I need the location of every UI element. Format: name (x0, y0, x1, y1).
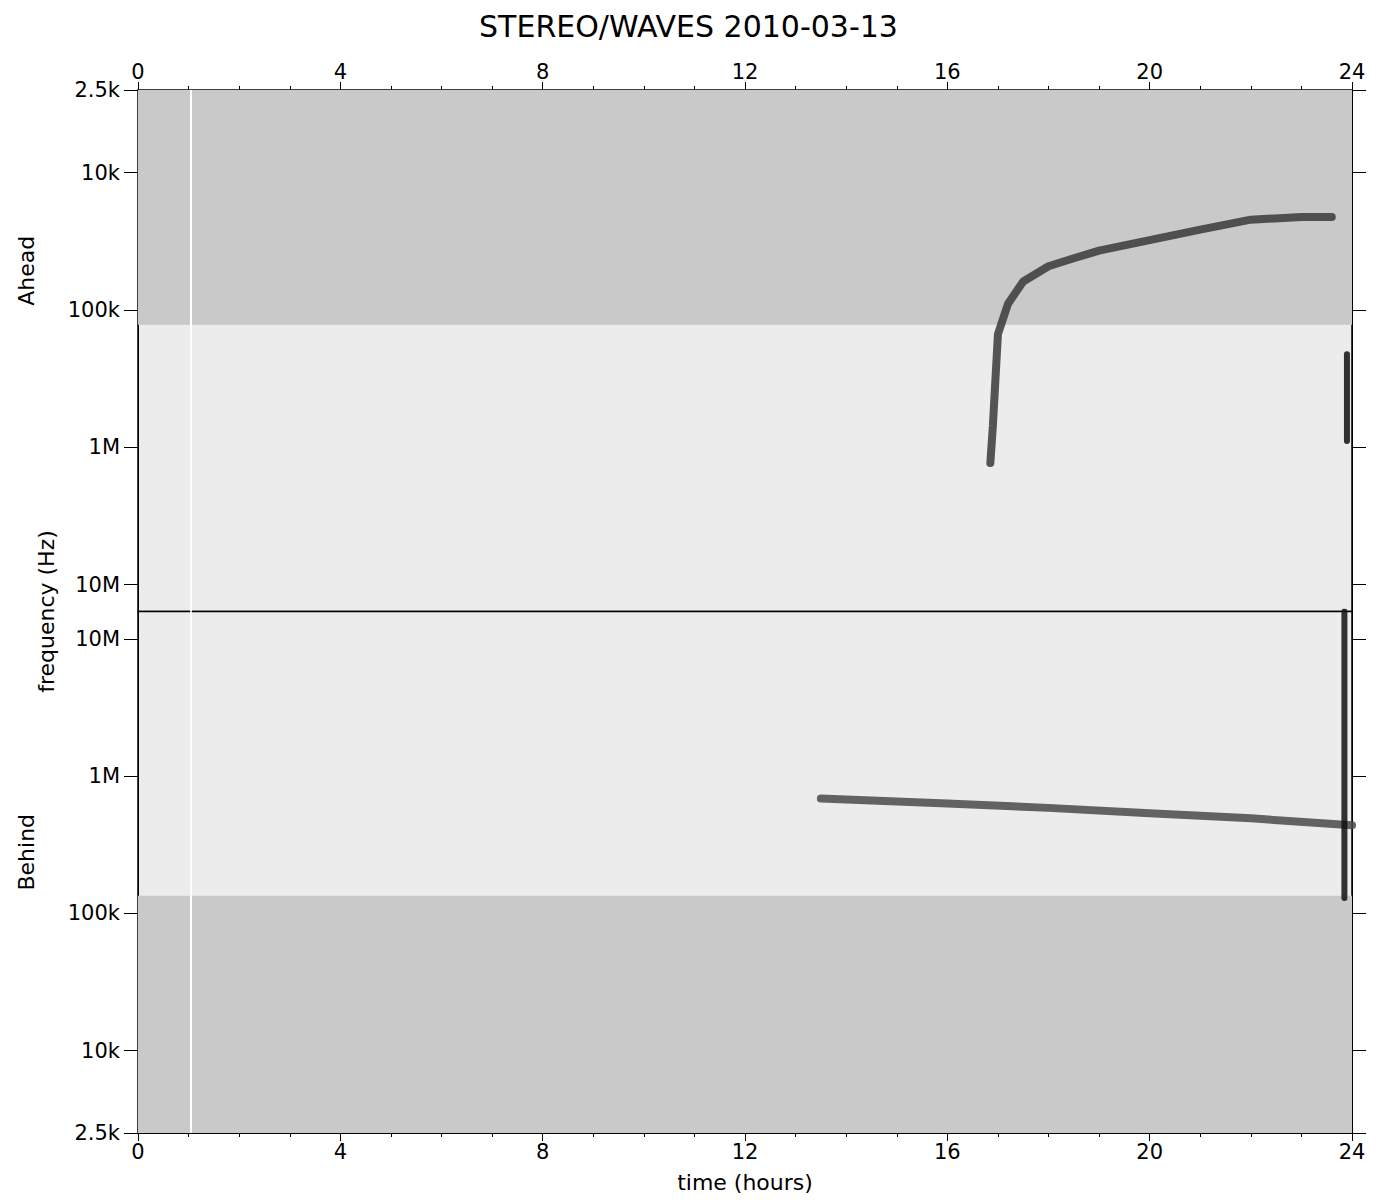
svg-text:frequency (Hz): frequency (Hz) (34, 530, 59, 693)
svg-text:8: 8 (536, 60, 549, 84)
svg-text:time (hours): time (hours) (677, 1170, 813, 1195)
svg-text:12: 12 (732, 60, 759, 84)
svg-text:24: 24 (1339, 1140, 1366, 1164)
svg-text:4: 4 (334, 1140, 347, 1164)
svg-text:16: 16 (934, 1140, 961, 1164)
svg-text:0: 0 (131, 1140, 144, 1164)
svg-text:12: 12 (732, 1140, 759, 1164)
svg-text:8: 8 (536, 1140, 549, 1164)
svg-text:100k: 100k (68, 298, 121, 322)
svg-text:24: 24 (1339, 60, 1366, 84)
svg-text:1M: 1M (89, 764, 120, 788)
svg-text:10M: 10M (75, 627, 120, 651)
svg-text:0: 0 (131, 60, 144, 84)
svg-text:20: 20 (1136, 60, 1163, 84)
svg-text:10k: 10k (81, 1039, 121, 1063)
svg-text:2.5k: 2.5k (74, 78, 120, 102)
svg-text:Behind: Behind (14, 814, 39, 891)
svg-text:4: 4 (334, 60, 347, 84)
svg-text:20: 20 (1136, 1140, 1163, 1164)
svg-text:10M: 10M (75, 573, 120, 597)
svg-text:1M: 1M (89, 435, 120, 459)
svg-text:100k: 100k (68, 901, 121, 925)
svg-text:16: 16 (934, 60, 961, 84)
svg-text:10k: 10k (81, 161, 121, 185)
svg-text:STEREO/WAVES 2010-03-13: STEREO/WAVES 2010-03-13 (479, 9, 898, 44)
svg-text:Ahead: Ahead (14, 236, 39, 306)
svg-text:2.5k: 2.5k (74, 1121, 120, 1145)
